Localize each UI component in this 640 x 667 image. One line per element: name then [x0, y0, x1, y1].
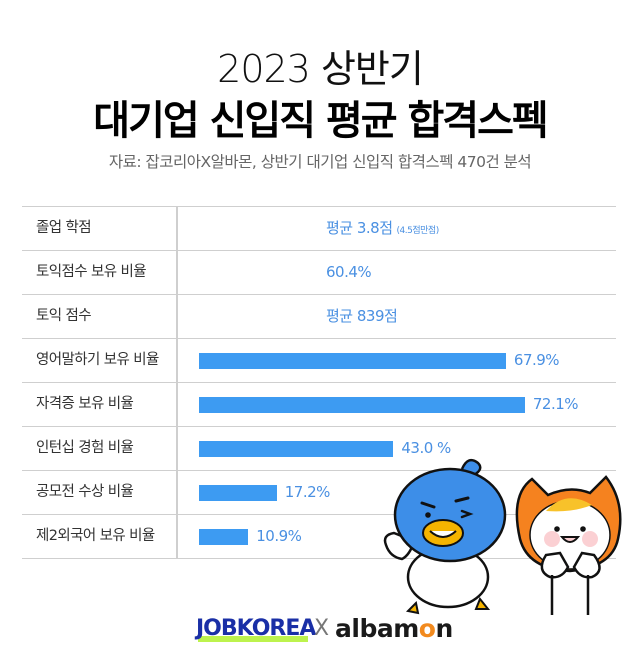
albamon-text-suffix: n — [435, 614, 453, 643]
jobkorea-logo: JOBKOREA — [196, 616, 316, 641]
table-row: 졸업 학점 평균 3.8점 (4.5점만점) — [22, 206, 616, 250]
bar — [199, 441, 394, 457]
source-caption: 자료: 잡코리아X알바몬, 상반기 대기업 신입직 합격스펙 470건 분석 — [108, 153, 532, 171]
table-row: 영어말하기 보유 비율 67.9% — [22, 338, 616, 382]
bar-value-label: 72.1% — [532, 395, 579, 413]
value-note: (4.5점만점) — [396, 226, 440, 236]
logo-separator: X — [314, 616, 330, 641]
albamon-logo: albamon — [335, 614, 453, 643]
jobkorea-highlight — [198, 636, 308, 642]
table-row: 자격증 보유 비율 72.1% — [22, 382, 616, 426]
row-label: 인턴십 경험 비율 — [36, 440, 134, 456]
spec-table: 졸업 학점 평균 3.8점 (4.5점만점) 토익점수 보유 비율 60.4% 토… — [22, 206, 616, 559]
title-line1: 2023 상반기 — [217, 47, 424, 91]
table-row: 인턴십 경험 비율 43.0 % — [22, 426, 616, 470]
bar-value-label: 10.9% — [256, 527, 302, 545]
bar-value-label: 67.9% — [513, 351, 560, 369]
bar — [199, 353, 506, 369]
row-label: 제2외국어 보유 비율 — [36, 528, 155, 544]
table-row: 공모전 수상 비율 17.2% — [22, 470, 616, 514]
bar — [199, 529, 249, 545]
row-label: 자격증 보유 비율 — [36, 396, 134, 412]
albamon-text-accent: o — [418, 614, 436, 643]
table-row: 제2외국어 보유 비율 10.9% — [22, 514, 616, 559]
row-value: 평균 3.8점 (4.5점만점) — [326, 207, 439, 250]
row-label: 공모전 수상 비율 — [36, 484, 134, 500]
bar-value-label: 43.0 % — [401, 439, 451, 457]
row-label: 토익점수 보유 비율 — [36, 264, 147, 280]
bar — [199, 485, 277, 501]
row-value: 평균 839점 — [326, 307, 398, 325]
row-label: 영어말하기 보유 비율 — [36, 352, 159, 368]
title-line2: 대기업 신입직 평균 합격스펙 — [93, 98, 548, 144]
row-label: 졸업 학점 — [36, 220, 92, 236]
blue-bird-mascot-icon — [383, 458, 507, 615]
mascot-characters — [383, 458, 622, 615]
row-value: 60.4% — [326, 263, 372, 281]
bar-value-label: 17.2% — [284, 483, 331, 501]
albamon-text-prefix: albam — [335, 614, 419, 643]
table-row: 토익점수 보유 비율 60.4% — [22, 250, 616, 294]
row-label: 토익 점수 — [36, 308, 92, 324]
footer-logos: JOBKOREA X albamon — [0, 614, 640, 644]
column-divider — [176, 206, 178, 558]
bar — [199, 397, 525, 413]
value-main: 평균 3.8점 — [326, 219, 393, 237]
table-row: 토익 점수 평균 839점 — [22, 294, 616, 338]
orange-cat-mascot-icon — [515, 475, 622, 615]
